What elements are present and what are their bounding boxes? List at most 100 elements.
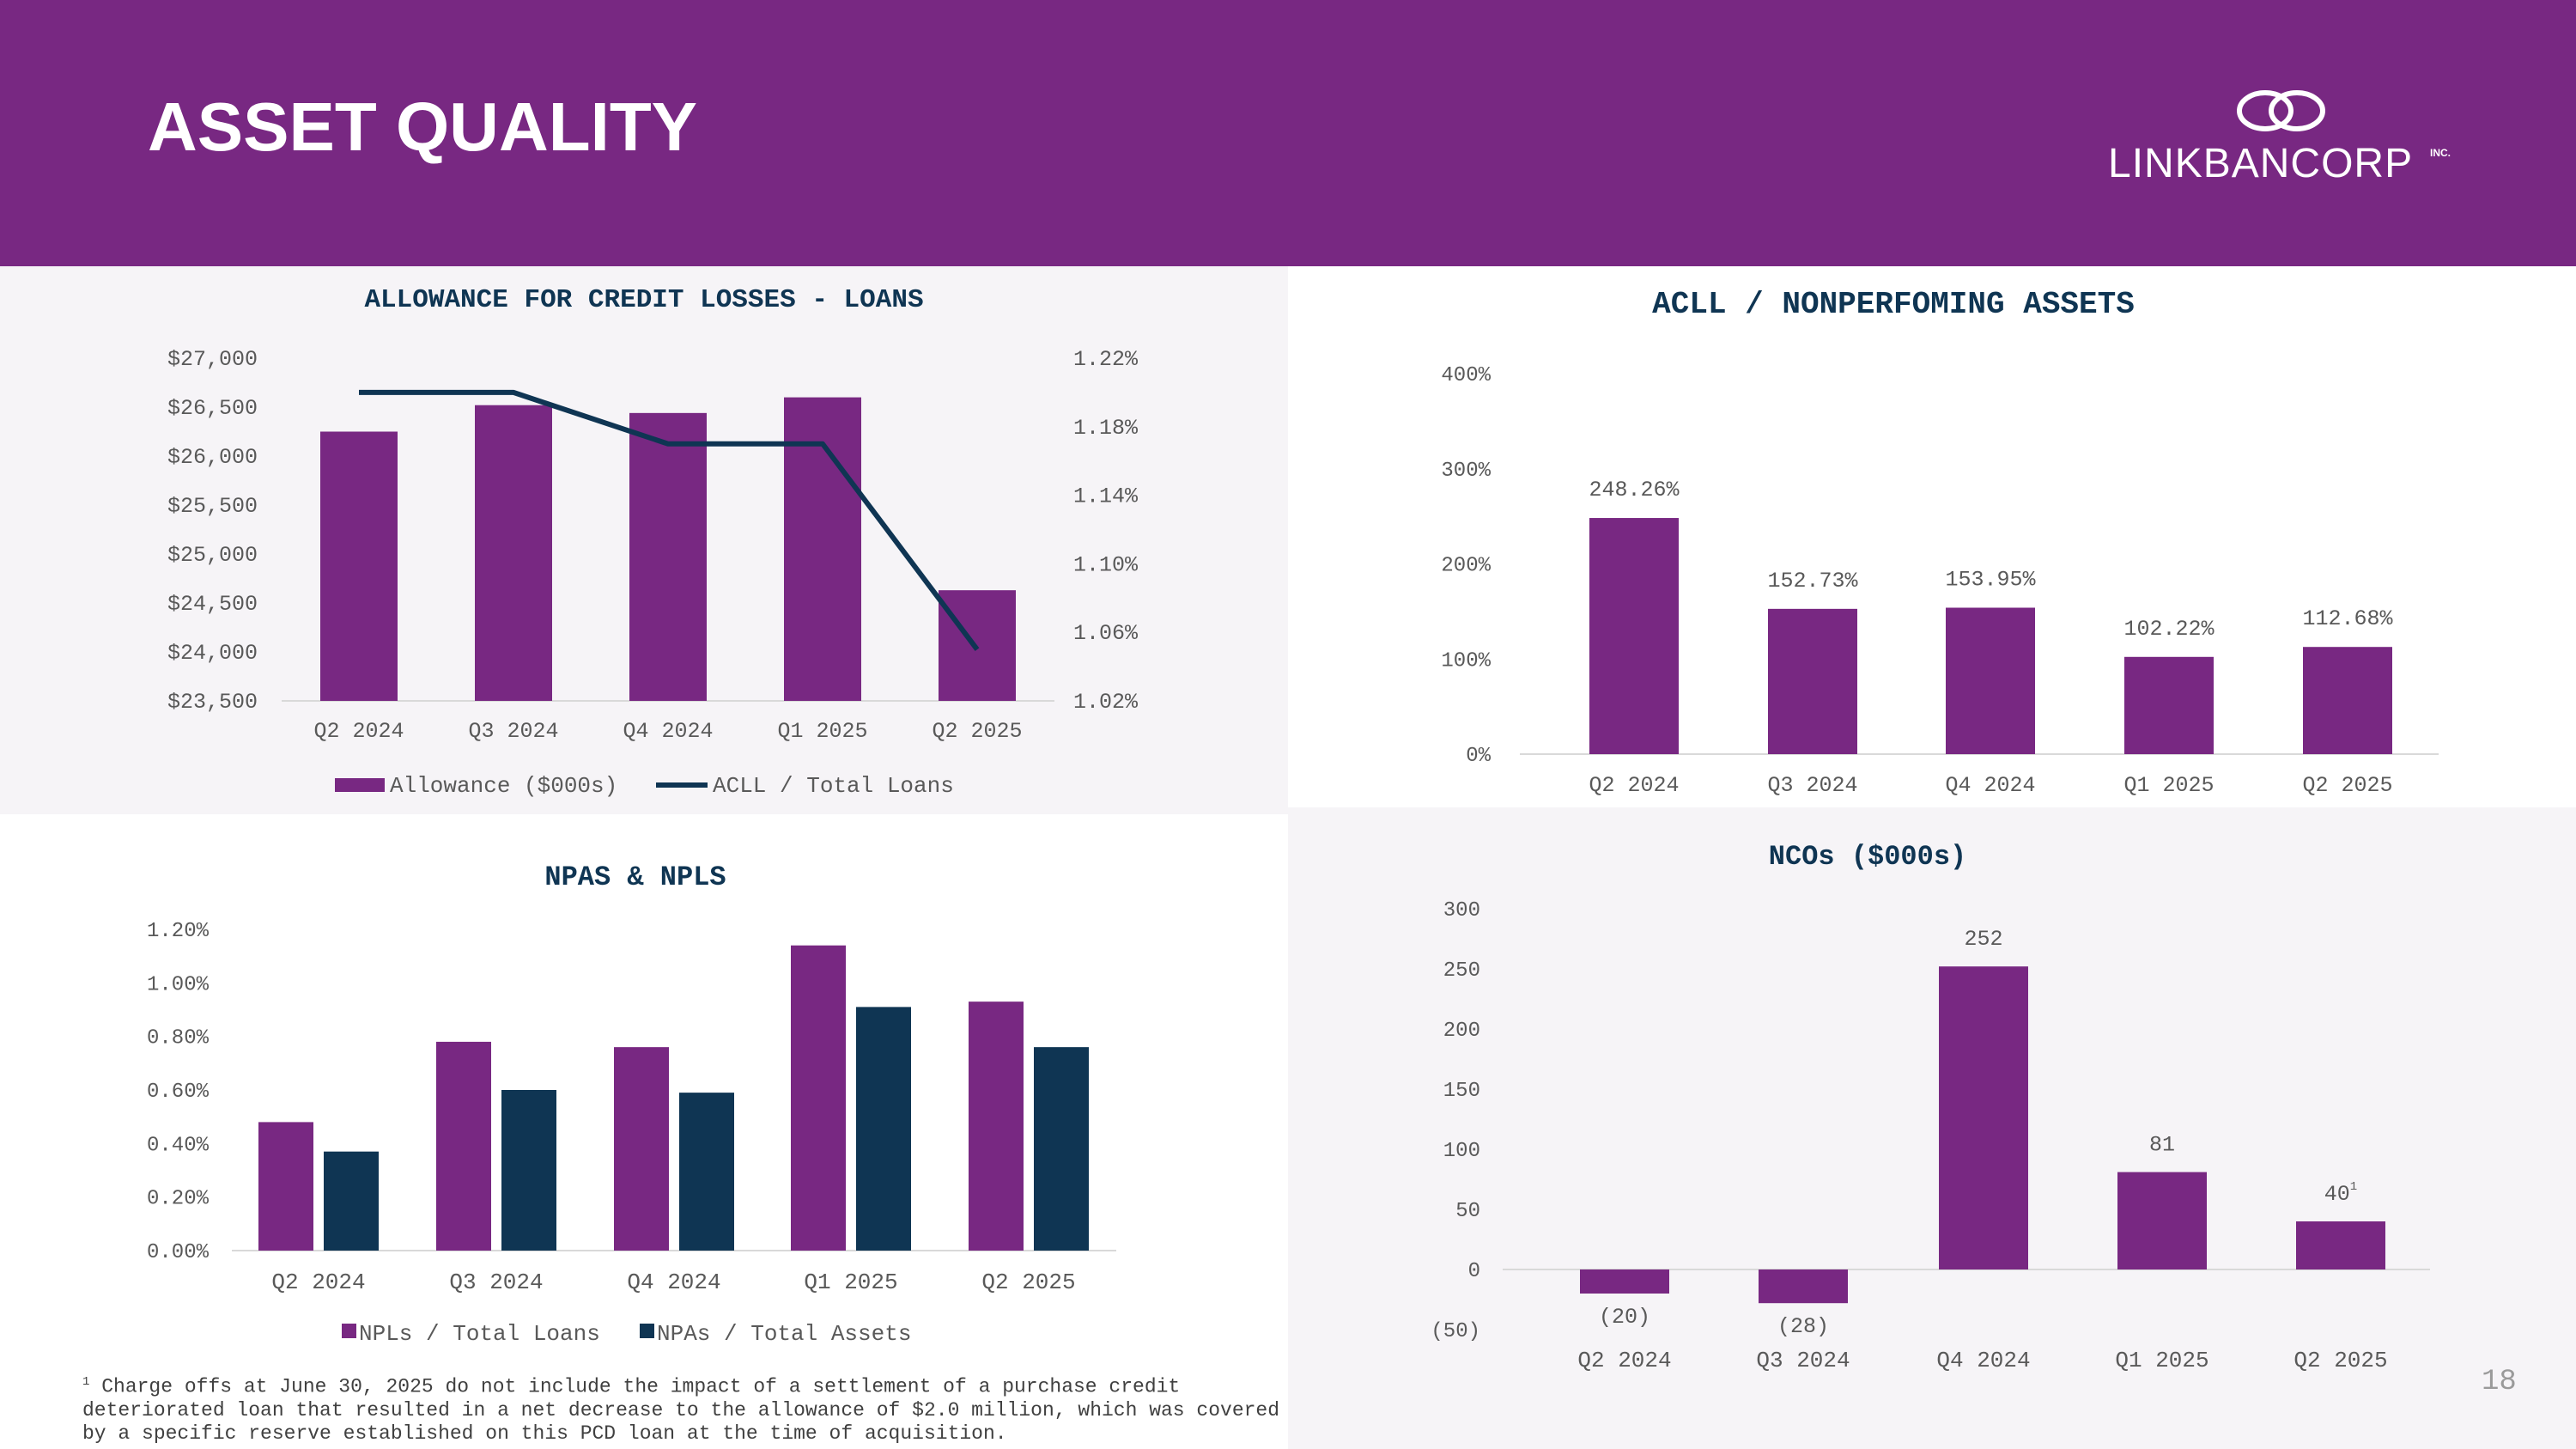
y-tick-label: 0.80% [147, 1027, 210, 1050]
y-tick-label: $24,000 [167, 641, 258, 666]
y2-tick-label: 1.06% [1073, 621, 1139, 646]
y-tick-label: $23,500 [167, 690, 258, 715]
y2-tick-label: 1.02% [1073, 690, 1139, 715]
data-label: (28) [1777, 1314, 1829, 1339]
line-acll-total-loans [359, 389, 980, 651]
bar-acll-npa [1946, 607, 2035, 754]
x-tick-label: Q1 2025 [2123, 773, 2214, 798]
y-tick-label: 1.20% [147, 920, 210, 943]
interlocking-rings-icon [2237, 90, 2325, 131]
page-number: 18 [2482, 1366, 2517, 1398]
x-tick-label: Q2 2025 [2302, 773, 2392, 798]
legend-swatch-npas [640, 1324, 654, 1338]
data-label: 252 [1964, 927, 2002, 952]
bar-npls-total-loans [791, 945, 846, 1251]
x-tick-label: Q2 2025 [2293, 1348, 2387, 1373]
chart-title: ALLOWANCE FOR CREDIT LOSSES - LOANS [364, 285, 923, 315]
x-tick-label: Q3 2024 [1756, 1348, 1850, 1373]
data-label: 81 [2149, 1133, 2175, 1158]
y-tick-label: 200 [1443, 1020, 1480, 1043]
bar-acll-npa [2303, 647, 2392, 754]
data-label-superscript: 1 [2350, 1180, 2357, 1194]
x-tick-label: Q4 2024 [627, 1269, 720, 1295]
y-tick-label: 200% [1441, 555, 1491, 578]
y-tick-label: 150 [1443, 1080, 1480, 1103]
y-tick-label: (50) [1431, 1320, 1480, 1343]
logo-wordmark: LINKBANCORP [2108, 141, 2414, 186]
company-logo: LINKBANCORP INC. [2108, 82, 2469, 193]
bar-npls-total-loans [969, 1002, 1024, 1251]
header-banner: ASSET QUALITY LINKBANCORP INC. [0, 0, 2576, 266]
data-label: 152.73% [1767, 569, 1858, 594]
x-tick-label: Q1 2025 [777, 719, 867, 744]
y-tick-label: $24,500 [167, 592, 258, 617]
chart-title: ACLL / NONPERFOMING ASSETS [1652, 287, 2135, 322]
y-tick-label: 300 [1443, 899, 1480, 922]
x-tick-label: Q2 2024 [271, 1269, 365, 1295]
bar-acll-npa [1589, 518, 1679, 754]
data-label: 112.68% [2302, 606, 2393, 631]
npas-npls-chart-panel: NPAS & NPLS 0.00% 0.20% 0.40% 0.60% 0.80% 1.00… [0, 814, 1288, 1449]
data-label: 248.26% [1589, 478, 1680, 502]
npas-npls-chart: NPAS & NPLS 0.00% 0.20% 0.40% 0.60% 0.80% 1.00… [147, 861, 1116, 1347]
legend-label-allowance: Allowance ($000s) [390, 773, 617, 799]
x-tick-label: Q4 2024 [1945, 773, 2035, 798]
bar-allowance [629, 412, 707, 701]
x-tick-label: Q4 2024 [1936, 1348, 2030, 1373]
y-tick-label: $26,000 [167, 445, 258, 470]
y2-tick-label: 1.10% [1073, 552, 1139, 577]
x-tick-label: Q1 2025 [804, 1269, 897, 1295]
bar-allowance [475, 405, 552, 701]
legend-label-npas: NPAs / Total Assets [657, 1321, 911, 1347]
y-tick-label: 0.40% [147, 1134, 210, 1157]
y-tick-label: 0% [1466, 745, 1491, 768]
legend-swatch-allowance [335, 778, 385, 792]
x-tick-label: Q2 2024 [1589, 773, 1679, 798]
bar-npas-total-assets [1034, 1047, 1089, 1251]
y-tick-label: 250 [1443, 959, 1480, 983]
data-label: 401 [2324, 1180, 2357, 1207]
y-tick-label: 300% [1441, 460, 1491, 483]
x-tick-label: Q2 2024 [313, 719, 404, 744]
y-tick-label: 1.00% [147, 973, 210, 996]
bar-nco [1759, 1269, 1848, 1304]
bar-nco [1580, 1269, 1669, 1294]
bar-npas-total-assets [856, 1007, 911, 1251]
y-tick-label: 0 [1468, 1260, 1480, 1283]
y-tick-label: 0.00% [147, 1241, 210, 1264]
bar-npas-total-assets [679, 1093, 734, 1251]
x-tick-label: Q3 2024 [1767, 773, 1857, 798]
ncos-chart-panel: NCOs ($000s) (50) 0 50 100 150 200 250 300 (20) (2… [1288, 807, 2576, 1449]
x-tick-label: Q4 2024 [623, 719, 713, 744]
y-tick-label: $26,500 [167, 396, 258, 421]
ncos-chart: NCOs ($000s) (50) 0 50 100 150 200 250 300 (20) (2… [1431, 841, 2430, 1373]
bar-npls-total-loans [258, 1122, 313, 1251]
acll-npa-chart: ACLL / NONPERFOMING ASSETS 0% 100% 200% 300%… [1441, 287, 2439, 798]
bar-npas-total-assets [501, 1090, 556, 1251]
y-tick-label: $25,500 [167, 494, 258, 519]
x-tick-label: Q1 2025 [2115, 1348, 2208, 1373]
x-tick-label: Q3 2024 [468, 719, 558, 744]
y-tick-label: 0.20% [147, 1188, 210, 1211]
allowance-chart-panel: ALLOWANCE FOR CREDIT LOSSES - LOANS $23,5… [0, 266, 1288, 814]
allowance-chart: ALLOWANCE FOR CREDIT LOSSES - LOANS $23,5… [167, 285, 1139, 799]
y-tick-label: 100% [1441, 649, 1491, 673]
legend-label-npls: NPLs / Total Loans [359, 1321, 600, 1347]
footnote-text: Charge offs at June 30, 2025 do not incl… [82, 1375, 1280, 1445]
bar-npls-total-loans [614, 1047, 669, 1251]
legend-label-acll: ACLL / Total Loans [713, 773, 954, 799]
footnote: 1 Charge offs at June 30, 2025 do not in… [82, 1371, 1302, 1446]
y-tick-label: $25,000 [167, 543, 258, 568]
bar-nco [2296, 1221, 2385, 1269]
x-tick-label: Q2 2024 [1577, 1348, 1671, 1373]
data-label: (20) [1599, 1305, 1650, 1330]
y2-tick-label: 1.22% [1073, 347, 1139, 372]
y-tick-label: $27,000 [167, 347, 258, 372]
logo-suffix: INC. [2430, 147, 2451, 159]
bar-nco [1939, 966, 2028, 1269]
y-tick-label: 50 [1455, 1200, 1480, 1223]
data-label: 102.22% [2123, 617, 2215, 642]
chart-title: NCOs ($000s) [1769, 841, 1966, 873]
y2-tick-label: 1.14% [1073, 484, 1139, 509]
y-tick-label: 400% [1441, 364, 1491, 387]
